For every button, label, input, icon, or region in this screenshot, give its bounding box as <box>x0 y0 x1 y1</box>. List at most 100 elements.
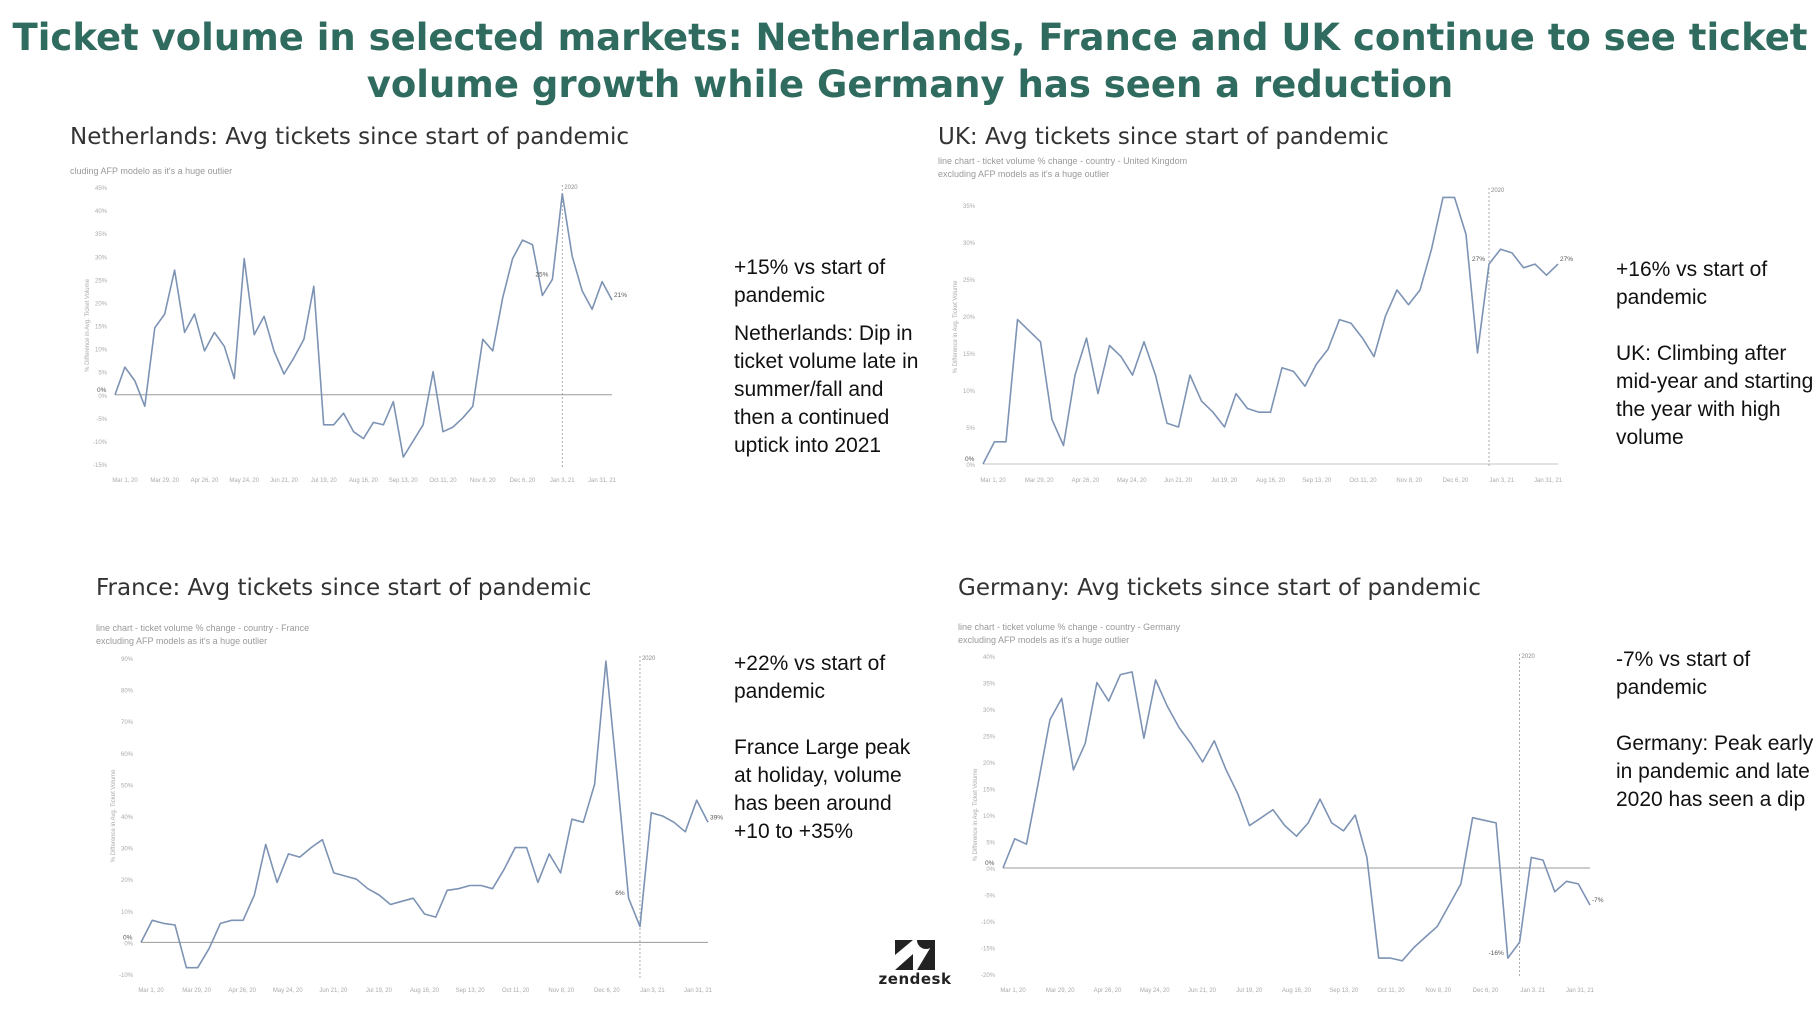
data-point-label: 25% <box>535 271 548 278</box>
x-tick-label: Mar 1, 20 <box>112 478 138 484</box>
uk-chart-panel: UK: Avg tickets since start of pandemic … <box>938 124 1576 494</box>
chart-heading: France: Avg tickets since start of pande… <box>96 575 592 601</box>
y-tick-label: -10% <box>981 920 996 926</box>
y-tick-label: 40% <box>121 815 134 821</box>
series-line <box>982 196 1559 465</box>
series-line <box>114 193 613 458</box>
x-tick-label: Mar 29, 20 <box>1046 988 1075 994</box>
x-tick-label: Oct 11, 20 <box>1349 478 1377 484</box>
x-tick-label: Mar 29, 20 <box>150 478 179 484</box>
x-tick-label: Jul 19, 20 <box>1236 988 1263 994</box>
note-headline: -7% vs start of pandemic <box>1616 648 1751 699</box>
y-tick-label: 20% <box>95 301 108 307</box>
y-axis-label: % Difference in Avg. Ticket Volume <box>973 768 979 861</box>
x-tick-label: Oct 11, 20 <box>502 988 530 994</box>
y-tick-label: 10% <box>121 910 134 916</box>
y-tick-label: 25% <box>95 278 108 284</box>
france-chart-panel: France: Avg tickets since start of pande… <box>96 575 726 1004</box>
y-tick-label: 20% <box>963 315 976 321</box>
x-tick-label: Mar 1, 20 <box>138 988 164 994</box>
x-tick-label: Apr 26, 20 <box>191 478 219 484</box>
x-tick-label: May 24, 20 <box>273 988 303 994</box>
data-point-label: 6% <box>615 890 625 897</box>
y-tick-label: 0% <box>98 394 107 400</box>
y-tick-label: 10% <box>95 348 108 354</box>
x-tick-label: Sep 13, 20 <box>456 988 486 994</box>
y-tick-label: -5% <box>96 417 107 423</box>
y-tick-label: -15% <box>93 463 108 469</box>
x-tick-label: Oct 11, 20 <box>429 478 457 484</box>
y-tick-label: 45% <box>95 186 108 192</box>
germany-note: -7% vs start of pandemic Germany: Peak ea… <box>1616 646 1816 814</box>
series-line <box>140 660 709 969</box>
series-line <box>1002 671 1591 962</box>
x-tick-label: Jun 21, 20 <box>270 478 299 484</box>
x-tick-label: Jan 3, 21 <box>1489 478 1514 484</box>
x-tick-label: Nov 8, 20 <box>548 988 574 994</box>
x-tick-label: Jan 31, 21 <box>684 988 713 994</box>
x-tick-label: Aug 16, 20 <box>410 988 440 994</box>
y-tick-label: 0% <box>966 463 975 469</box>
x-tick-label: Dec 6, 20 <box>594 988 620 994</box>
x-tick-label: Mar 1, 20 <box>980 478 1006 484</box>
germany-line-chart: -20% -15% -10% -5% 0% 5% 10% 15% 20% 25% 30% 35% 40%… <box>973 654 1604 994</box>
x-tick-label: Jun 21, 20 <box>319 988 348 994</box>
x-tick-label: Jul 19, 20 <box>1211 478 1238 484</box>
y-tick-label: 30% <box>121 847 134 853</box>
data-point-label: 39% <box>710 814 723 821</box>
x-tick-label: Apr 26, 20 <box>228 988 256 994</box>
x-tick-label: Mar 1, 20 <box>1000 988 1026 994</box>
x-tick-label: Jan 3, 21 <box>640 988 665 994</box>
data-point-label: 0% <box>123 934 133 941</box>
y-tick-label: 70% <box>121 720 134 726</box>
y-tick-label: 20% <box>983 761 996 767</box>
uk-line-chart: 0% 5% 10% 15% 20% 25% 30% 35% % Difference in Av… <box>953 188 1573 484</box>
x-tick-label: Jan 31, 21 <box>1566 988 1595 994</box>
note-spacer <box>1616 312 1816 340</box>
x-tick-label: Jun 21, 20 <box>1164 478 1193 484</box>
y-tick-label: 25% <box>963 278 976 284</box>
data-point-label: -7% <box>1592 897 1604 904</box>
y-tick-label: 15% <box>963 352 976 358</box>
note-body: France Large peak at holiday, volume has… <box>734 736 911 843</box>
uk-note: +16% vs start of pandemic UK: Climbing af… <box>1616 256 1816 452</box>
y-axis-label: % Difference in Avg. Ticket Volume <box>111 769 117 862</box>
chart-subtitle-secondary: excluding AFP models as it's a huge outl… <box>96 636 268 646</box>
y-tick-label: 5% <box>986 841 995 847</box>
y-tick-label: 10% <box>983 814 996 820</box>
x-tick-label: May 24, 20 <box>1117 478 1147 484</box>
year-marker-label: 2020 <box>1522 654 1536 660</box>
x-tick-label: Dec 6, 20 <box>1443 478 1469 484</box>
y-tick-label: 90% <box>121 657 134 663</box>
germany-chart-panel: Germany: Avg tickets since start of pand… <box>958 575 1608 1004</box>
data-point-label: 27% <box>1472 256 1485 263</box>
x-tick-label: Apr 26, 20 <box>1094 988 1122 994</box>
y-axis-label: % Difference in Avg. Ticket Volume <box>953 280 959 373</box>
y-tick-label: -5% <box>984 894 995 900</box>
x-tick-label: Aug 16, 20 <box>1282 988 1312 994</box>
x-tick-label: Sep 13, 20 <box>389 478 419 484</box>
y-tick-label: 50% <box>121 783 134 789</box>
note-body: Netherlands: Dip in ticket volume late i… <box>734 322 919 457</box>
x-tick-label: Mar 29, 20 <box>182 988 211 994</box>
chart-heading: UK: Avg tickets since start of pandemic <box>938 124 1389 150</box>
note-body: Germany: Peak early in pandemic and late… <box>1616 732 1814 811</box>
x-tick-label: May 24, 20 <box>229 478 259 484</box>
netherlands-note: +15% vs start of pandemic Netherlands: Di… <box>734 254 924 460</box>
y-tick-label: 0% <box>986 867 995 873</box>
x-tick-label: Nov 8, 20 <box>1425 988 1451 994</box>
chart-subtitle-secondary: excluding AFP models as it's a huge outl… <box>938 169 1110 179</box>
y-tick-label: -10% <box>119 973 134 979</box>
x-tick-label: Sep 13, 20 <box>1329 988 1359 994</box>
y-tick-label: 15% <box>95 325 108 331</box>
year-marker-label: 2020 <box>642 656 656 662</box>
data-point-label: 0% <box>985 860 995 867</box>
x-tick-label: Oct 11, 20 <box>1377 988 1405 994</box>
y-tick-label: 5% <box>98 371 107 377</box>
y-tick-label: 30% <box>95 255 108 261</box>
chart-subtitle: line chart - ticket volume % change - co… <box>96 623 310 633</box>
x-tick-label: Nov 8, 20 <box>1396 478 1422 484</box>
x-tick-label: Nov 8, 20 <box>470 478 496 484</box>
x-tick-label: Sep 13, 20 <box>1302 478 1332 484</box>
chart-subtitle-secondary: excluding AFP models as it's a huge outl… <box>958 635 1130 645</box>
